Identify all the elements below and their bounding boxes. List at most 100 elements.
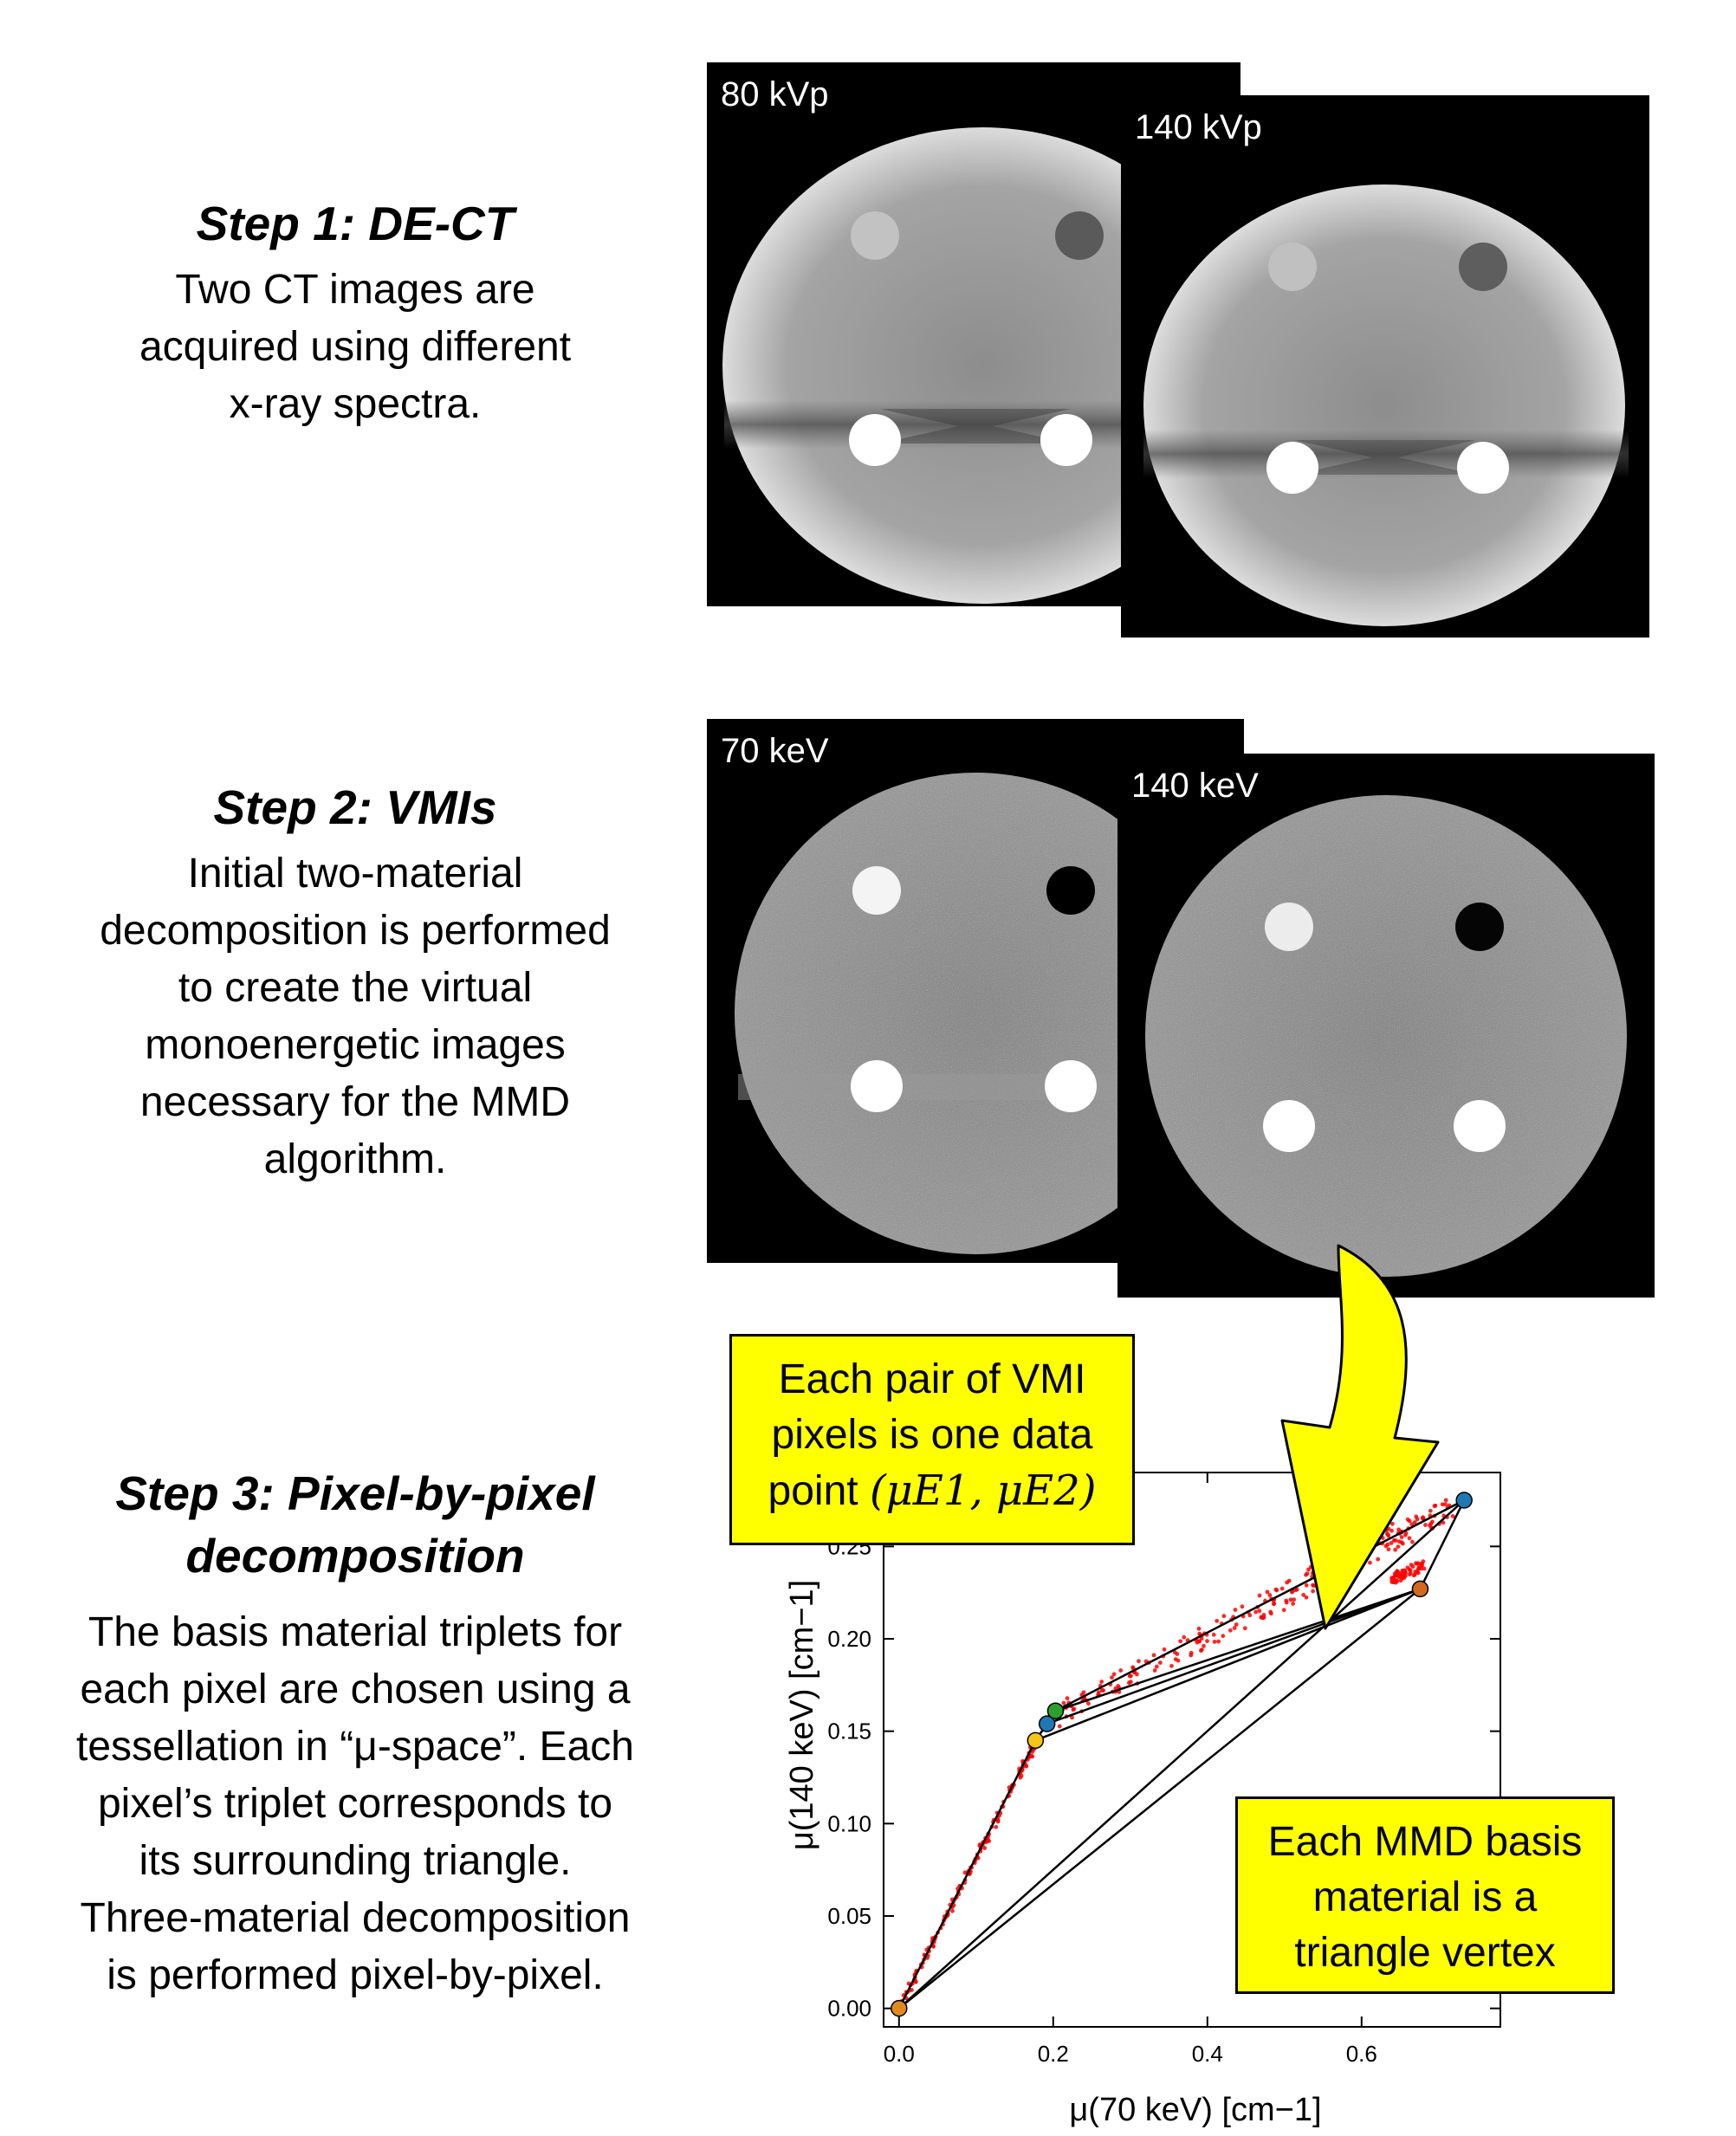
x-tick-label: 0.2: [1038, 2041, 1069, 2067]
data-point: [1253, 1609, 1259, 1615]
data-point: [1430, 1519, 1435, 1524]
data-point: [1211, 1632, 1216, 1637]
data-point: [1415, 1570, 1421, 1576]
data-point: [1118, 1668, 1124, 1673]
data-point: [1407, 1536, 1412, 1541]
data-point: [1247, 1613, 1253, 1618]
data-point: [1099, 1687, 1104, 1693]
vertex-green: [1046, 1702, 1065, 1719]
data-point: [1415, 1517, 1420, 1522]
data-point: [1172, 1650, 1177, 1655]
data-point: [1398, 1578, 1403, 1583]
x-tick-label: 0.4: [1192, 2041, 1223, 2067]
data-point: [1450, 1514, 1455, 1518]
data-point: [1291, 1602, 1296, 1606]
vertex-blue-low: [1038, 1715, 1056, 1732]
data-point: [1111, 1672, 1117, 1677]
data-point: [1389, 1528, 1394, 1533]
data-point: [1292, 1597, 1297, 1602]
x-tick-label: 0.6: [1346, 2041, 1377, 2067]
data-point: [1389, 1541, 1394, 1545]
data-point: [1405, 1565, 1410, 1570]
data-point: [1281, 1608, 1286, 1613]
step-2-line: monoenergetic images: [145, 1022, 566, 1068]
phantom-insert: [1454, 1100, 1506, 1152]
triangle-edge: [1055, 1588, 1421, 1712]
vertex-yellow: [1027, 1731, 1045, 1750]
y-tick-label: 0.15: [827, 1719, 871, 1744]
step-2-line: necessary for the MMD: [139, 1079, 571, 1125]
data-point: [1288, 1597, 1293, 1602]
y-axis-label: μ(140 keV) [cm−1]: [784, 1580, 820, 1850]
y-tick-label: 0.20: [827, 1626, 871, 1652]
data-point: [1273, 1587, 1279, 1592]
data-point: [1130, 1665, 1136, 1670]
data-point: [1157, 1660, 1163, 1665]
triangle-edge: [1034, 1588, 1421, 1742]
phantom-insert: [849, 414, 901, 466]
data-point: [1154, 1664, 1159, 1669]
data-point: [1412, 1520, 1417, 1524]
data-point: [1265, 1589, 1270, 1595]
data-point: [1065, 1696, 1070, 1701]
step-2-line: Initial two-material: [187, 851, 523, 896]
data-point: [1304, 1583, 1309, 1588]
data-point: [1422, 1566, 1427, 1571]
data-point: [1215, 1618, 1220, 1623]
callout-line: point (μE1, μE2): [732, 1463, 1132, 1519]
data-point: [1409, 1563, 1414, 1568]
data-point: [1306, 1567, 1311, 1572]
phantom-insert: [1457, 442, 1509, 494]
data-point: [1423, 1523, 1428, 1527]
data-point: [1189, 1653, 1194, 1658]
step-1: Step 1: DE-CT Two CT images are acquired…: [35, 192, 676, 433]
data-point: [1402, 1575, 1407, 1580]
data-point: [1212, 1640, 1217, 1644]
step-1-line: acquired using different: [139, 324, 572, 370]
label-80kvp: 80 kVp: [721, 75, 829, 113]
data-point: [1396, 1572, 1402, 1577]
data-point: [986, 1837, 990, 1841]
step-1-title: Step 1: DE-CT: [196, 197, 515, 250]
callout-line: Each pair of VMI: [778, 1356, 1086, 1402]
data-point: [1086, 1701, 1091, 1706]
data-point: [1221, 1634, 1226, 1639]
step-3-title-line: decomposition: [185, 1529, 525, 1583]
data-point: [1396, 1544, 1401, 1550]
data-point: [1391, 1575, 1396, 1580]
phantom-insert: [1265, 903, 1313, 951]
data-point: [1099, 1680, 1104, 1684]
data-point: [1071, 1707, 1076, 1712]
ct-image-80kvp: 80 kVp: [707, 62, 1240, 606]
data-point: [1057, 1724, 1062, 1729]
callout-data-point: Each pair of VMI pixels is one data poin…: [729, 1334, 1135, 1545]
data-point: [1137, 1659, 1141, 1664]
data-point: [1061, 1700, 1066, 1706]
data-point: [1289, 1589, 1294, 1595]
data-point: [1242, 1626, 1247, 1631]
data-point: [1151, 1653, 1156, 1658]
data-point: [1284, 1598, 1289, 1603]
label-140kvp: 140 kVp: [1135, 108, 1262, 146]
phantom-insert: [1040, 414, 1092, 466]
data-point: [1393, 1547, 1398, 1552]
data-point: [1257, 1608, 1262, 1614]
data-point: [1443, 1498, 1448, 1503]
step-1-description: Two CT images are acquired using differe…: [35, 262, 676, 433]
data-point: [1399, 1535, 1404, 1539]
data-point: [1182, 1634, 1187, 1640]
step-3-line: is performed pixel-by-pixel.: [107, 1952, 604, 1998]
data-point: [1169, 1663, 1174, 1668]
data-point: [1070, 1715, 1074, 1720]
vertex-blue-high: [1455, 1492, 1473, 1509]
data-point: [1407, 1518, 1412, 1524]
step-3-description: The basis material triplets for each pix…: [35, 1604, 676, 2004]
phantom-insert: [1046, 866, 1095, 915]
step-3-title: Step 3: Pixel-by-pixel decomposition: [35, 1462, 676, 1587]
phantom-insert: [1055, 211, 1104, 260]
data-point: [1414, 1561, 1418, 1566]
data-point: [1216, 1639, 1221, 1644]
data-point: [1420, 1561, 1425, 1566]
math-expression: (μE1, μE2): [869, 1466, 1097, 1515]
